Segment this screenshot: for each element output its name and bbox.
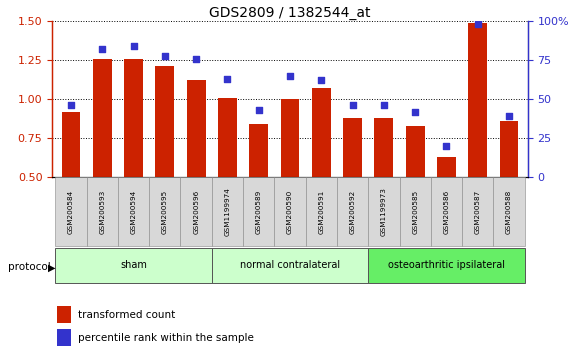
- Point: [411, 109, 420, 114]
- Point: [97, 46, 107, 52]
- Text: osteoarthritic ipsilateral: osteoarthritic ipsilateral: [388, 260, 505, 270]
- Bar: [212, 248, 368, 283]
- Bar: [212, 177, 243, 246]
- Text: GSM1199974: GSM1199974: [224, 187, 230, 236]
- Bar: [55, 248, 212, 283]
- Point: [285, 73, 295, 79]
- Bar: [406, 126, 425, 177]
- Bar: [57, 306, 71, 323]
- Text: normal contralateral: normal contralateral: [240, 260, 340, 270]
- Text: GSM200586: GSM200586: [444, 189, 450, 234]
- Text: GSM200585: GSM200585: [412, 189, 418, 234]
- Text: sham: sham: [120, 260, 147, 270]
- Text: GSM200591: GSM200591: [318, 189, 324, 234]
- Point: [66, 103, 75, 108]
- Bar: [375, 118, 393, 177]
- Title: GDS2809 / 1382544_at: GDS2809 / 1382544_at: [209, 6, 371, 20]
- Text: GSM200593: GSM200593: [99, 189, 105, 234]
- Bar: [337, 177, 368, 246]
- Text: GSM1199973: GSM1199973: [381, 187, 387, 236]
- Bar: [437, 157, 456, 177]
- Text: percentile rank within the sample: percentile rank within the sample: [78, 333, 254, 343]
- Point: [442, 143, 451, 149]
- Point: [254, 107, 263, 113]
- Bar: [400, 177, 431, 246]
- Text: GSM200594: GSM200594: [130, 189, 136, 234]
- Bar: [61, 112, 81, 177]
- Bar: [57, 329, 71, 347]
- Bar: [462, 177, 494, 246]
- Bar: [368, 177, 400, 246]
- Point: [317, 78, 326, 83]
- Text: GSM200588: GSM200588: [506, 189, 512, 234]
- Bar: [249, 124, 268, 177]
- Bar: [180, 177, 212, 246]
- Text: GSM200596: GSM200596: [193, 189, 199, 234]
- Bar: [93, 59, 111, 177]
- Text: GSM200592: GSM200592: [350, 189, 356, 234]
- Point: [379, 103, 389, 108]
- Bar: [499, 121, 519, 177]
- Text: protocol: protocol: [8, 262, 50, 272]
- Point: [223, 76, 232, 82]
- Text: GSM200587: GSM200587: [475, 189, 481, 234]
- Bar: [281, 99, 299, 177]
- Bar: [55, 177, 86, 246]
- Bar: [431, 177, 462, 246]
- Bar: [274, 177, 306, 246]
- Bar: [468, 23, 487, 177]
- Point: [191, 56, 201, 62]
- Bar: [86, 177, 118, 246]
- Bar: [124, 59, 143, 177]
- Bar: [155, 67, 174, 177]
- Point: [473, 22, 483, 27]
- Point: [129, 43, 138, 49]
- Bar: [149, 177, 180, 246]
- Text: GSM200589: GSM200589: [256, 189, 262, 234]
- Bar: [343, 118, 362, 177]
- Text: GSM200584: GSM200584: [68, 189, 74, 234]
- Bar: [306, 177, 337, 246]
- Point: [505, 113, 514, 119]
- Text: ▶: ▶: [48, 262, 55, 272]
- Point: [160, 53, 169, 58]
- Bar: [312, 88, 331, 177]
- Text: GSM200595: GSM200595: [162, 189, 168, 234]
- Bar: [243, 177, 274, 246]
- Text: transformed count: transformed count: [78, 310, 176, 320]
- Point: [348, 103, 357, 108]
- Bar: [494, 177, 525, 246]
- Text: GSM200590: GSM200590: [287, 189, 293, 234]
- Bar: [218, 98, 237, 177]
- Bar: [187, 80, 205, 177]
- Bar: [368, 248, 525, 283]
- Bar: [118, 177, 149, 246]
